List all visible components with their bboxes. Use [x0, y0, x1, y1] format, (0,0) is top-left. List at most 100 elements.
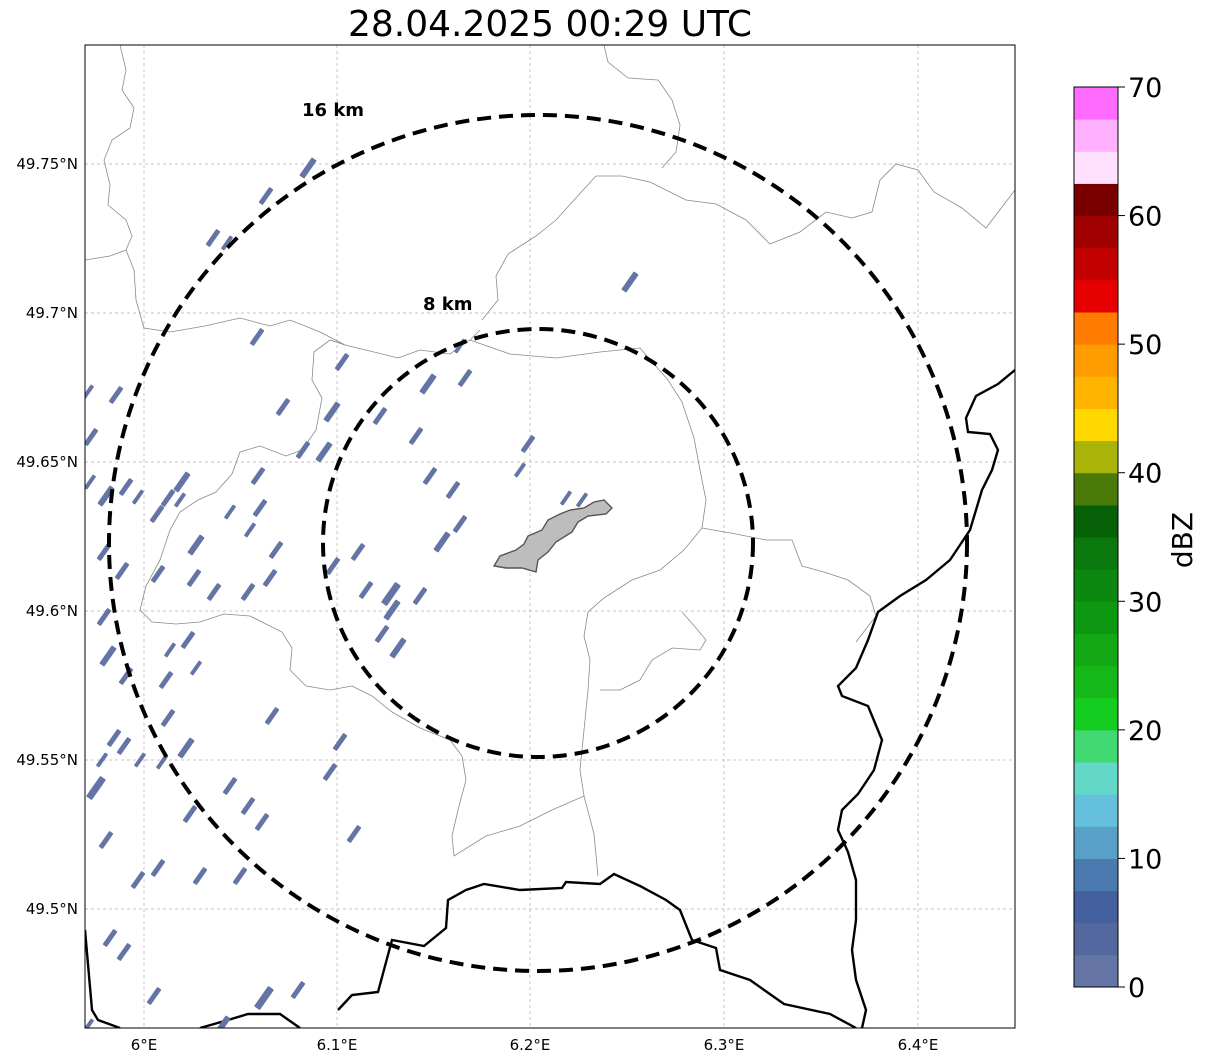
ring-label-8km: 8 km: [423, 294, 473, 315]
colorbar-tick-label: 40: [1128, 459, 1162, 490]
colorbar-tick-label: 0: [1128, 973, 1145, 1004]
colorbar-tick-label: 70: [1128, 73, 1162, 104]
radar-echo: [118, 478, 134, 496]
lat-tick-label: 49.7°N: [26, 304, 78, 322]
radar-echo: [160, 489, 176, 507]
colorbar-segment: [1074, 890, 1118, 924]
radar-echo: [299, 157, 317, 179]
colorbar-segment: [1074, 247, 1118, 281]
radar-echo: [325, 557, 341, 575]
radar-echo: [232, 867, 248, 885]
radar-echo: [268, 541, 284, 559]
lon-tick-label: 6.3°E: [704, 1036, 745, 1054]
radar-echo: [381, 582, 401, 606]
radar-echo: [116, 737, 132, 755]
radar-echo: [457, 369, 473, 387]
map-title: 28.04.2025 00:29 UTC: [347, 4, 753, 45]
radar-echo: [224, 504, 236, 520]
radar-echo: [86, 776, 106, 800]
admin-boundaries: [85, 45, 1015, 877]
radar-echo: [174, 492, 186, 508]
radar-echo: [275, 398, 291, 416]
radar-echo: [514, 462, 526, 478]
radar-echo: [258, 187, 274, 205]
colorbar-tick-label: 50: [1128, 330, 1162, 361]
radar-echo: [190, 660, 202, 676]
colorbar-segments: [1074, 87, 1118, 988]
radar-echo: [96, 608, 112, 626]
colorbar-segment: [1074, 215, 1118, 249]
colorbar-segment: [1074, 87, 1118, 120]
colorbar-segment: [1074, 601, 1118, 634]
radar-echo: [213, 1015, 231, 1028]
radar-echo: [372, 407, 388, 425]
radar-echo: [205, 229, 221, 247]
map-frame: [84, 44, 1016, 1029]
national-borders: [85, 369, 1015, 1028]
radar-echo: [146, 987, 162, 1005]
radar-echo: [295, 441, 311, 459]
colorbar-segment: [1074, 537, 1118, 570]
radar-echo: [350, 543, 366, 561]
lat-tick-label: 49.55°N: [16, 751, 78, 769]
radar-echo: [96, 752, 108, 768]
lat-tick-label: 49.6°N: [26, 602, 78, 620]
radar-echo: [249, 328, 265, 346]
radar-echo: [240, 583, 256, 601]
radar-echo: [323, 401, 341, 423]
radar-echo: [264, 707, 280, 725]
colorbar-segment: [1074, 697, 1118, 731]
radar-echo: [85, 428, 99, 446]
radar-echo: [422, 467, 438, 485]
radar-echo: [102, 929, 118, 947]
colorbar-segment: [1074, 633, 1118, 667]
colorbar-segment: [1074, 344, 1118, 377]
radar-echo: [85, 474, 96, 490]
colorbar-label: dBZ: [1166, 512, 1199, 568]
radar-echo: [240, 797, 256, 815]
radar-echo: [576, 492, 588, 508]
radar-echo: [322, 763, 338, 781]
radar-echo: [334, 353, 350, 371]
longitude-axis: 6°E 6.1°E 6.2°E 6.3°E 6.4°E: [131, 1036, 939, 1054]
colorbar-segment: [1074, 279, 1118, 313]
highlighted-area: [492, 499, 613, 573]
radar-echo: [254, 813, 270, 831]
radar-echo: [187, 534, 205, 556]
colorbar-segment: [1074, 826, 1118, 859]
radar-echo: [150, 565, 166, 583]
radar-echo: [206, 583, 222, 601]
colorbar-segment: [1074, 504, 1118, 538]
radar-echo: [374, 625, 390, 643]
radar-echo: [156, 754, 168, 770]
radar-echo: [130, 871, 146, 889]
radar-echo: [180, 631, 196, 649]
colorbar: 0 10 20 30 40 50 60 70 dBZ: [1073, 73, 1199, 1004]
colorbar-tick-label: 30: [1128, 587, 1162, 618]
lat-tick-label: 49.65°N: [16, 453, 78, 471]
radar-echo: [177, 737, 195, 759]
radar-echo: [408, 427, 424, 445]
radar-echo: [358, 581, 374, 599]
colorbar-segment: [1074, 762, 1118, 795]
colorbar-segment: [1074, 665, 1118, 699]
radar-echo: [290, 981, 306, 999]
radar-echo: [108, 386, 124, 404]
radar-echo: [106, 729, 122, 747]
lon-tick-label: 6.4°E: [898, 1036, 939, 1054]
colorbar-segment: [1074, 376, 1118, 409]
map-content: [85, 45, 1015, 1028]
lat-tick-label: 49.5°N: [26, 900, 78, 918]
radar-echo: [158, 671, 174, 689]
latitude-axis: 49.75°N 49.7°N 49.65°N 49.6°N 49.55°N 49…: [16, 155, 78, 918]
colorbar-segment: [1074, 312, 1118, 345]
radar-echo: [160, 709, 176, 727]
colorbar-segment: [1074, 729, 1118, 763]
radar-echo: [419, 373, 437, 395]
colorbar-tick-label: 60: [1128, 202, 1162, 233]
radar-echo: [452, 515, 468, 533]
lon-tick-label: 6°E: [131, 1036, 158, 1054]
radar-echo: [186, 569, 202, 587]
radar-echo: [99, 645, 117, 667]
radar-echo: [560, 490, 572, 506]
